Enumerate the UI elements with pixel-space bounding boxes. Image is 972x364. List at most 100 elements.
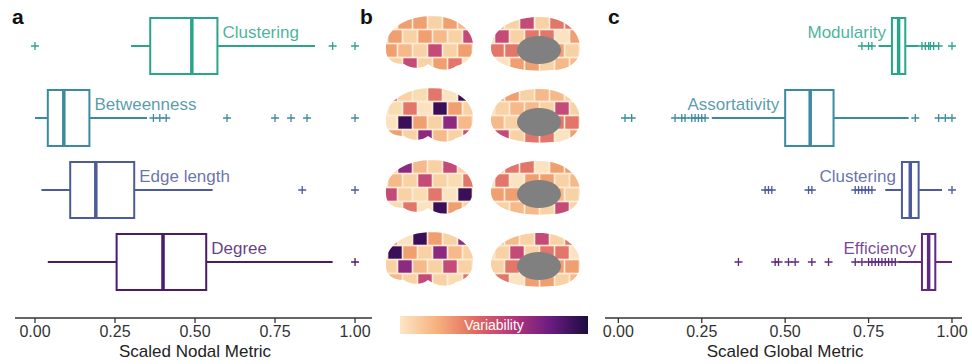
parcel xyxy=(458,116,472,129)
outlier xyxy=(808,186,816,194)
series-label: Clustering xyxy=(819,167,896,186)
parcel xyxy=(463,102,477,115)
box xyxy=(902,162,919,218)
outlier xyxy=(808,258,816,266)
parcel xyxy=(490,88,504,101)
series-label: Assortativity xyxy=(688,95,780,114)
x-tick-label: 0.75 xyxy=(259,323,290,340)
medial-wall xyxy=(517,108,561,136)
box xyxy=(922,234,935,290)
x-axis-label: Scaled Nodal Metric xyxy=(119,342,272,361)
parcel xyxy=(550,160,564,173)
parcel xyxy=(428,44,442,57)
outlier xyxy=(628,114,636,122)
x-tick-label: 1.00 xyxy=(936,323,967,340)
parcel xyxy=(535,232,549,245)
plot-marks xyxy=(621,18,956,290)
parcel xyxy=(570,130,584,143)
parcel xyxy=(463,246,477,259)
parcel xyxy=(565,44,579,57)
parcel xyxy=(413,44,427,57)
parcel xyxy=(403,246,417,259)
parcel xyxy=(505,116,519,129)
parcel xyxy=(403,202,417,215)
parcel xyxy=(383,44,397,57)
outlier xyxy=(948,42,956,50)
outlier xyxy=(768,186,776,194)
outlier xyxy=(162,114,170,122)
parcel xyxy=(505,160,519,173)
brain-surface xyxy=(490,16,584,71)
outlier xyxy=(791,258,799,266)
median xyxy=(808,90,812,146)
outlier xyxy=(351,186,359,194)
parcel xyxy=(428,160,442,173)
outlier xyxy=(329,42,337,50)
parcel xyxy=(565,88,579,101)
parcel xyxy=(555,58,569,71)
box xyxy=(892,18,905,74)
series-label: Betweenness xyxy=(94,95,196,114)
median xyxy=(909,162,913,218)
parcel xyxy=(555,246,569,259)
parcel xyxy=(550,16,564,29)
median xyxy=(94,162,98,218)
x-tick-label: 0.25 xyxy=(686,323,717,340)
outlier xyxy=(891,258,899,266)
parcel xyxy=(418,202,432,215)
parcel xyxy=(443,16,457,29)
box xyxy=(785,90,833,146)
parcel xyxy=(463,58,477,71)
parcel xyxy=(458,232,472,245)
parcel xyxy=(565,16,579,29)
parcel xyxy=(490,260,504,273)
parcel xyxy=(555,174,569,187)
parcel xyxy=(510,246,524,259)
parcel xyxy=(403,30,417,43)
parcel xyxy=(433,130,447,143)
panel-letter: c xyxy=(608,5,620,28)
brain-surface xyxy=(490,232,584,287)
parcel xyxy=(570,246,584,259)
median xyxy=(161,234,165,290)
parcel xyxy=(495,58,509,71)
parcel xyxy=(570,102,584,115)
parcel xyxy=(418,58,432,71)
parcel xyxy=(388,102,402,115)
x-axis xyxy=(15,317,372,318)
parcel xyxy=(520,88,534,101)
parcel xyxy=(418,174,432,187)
parcel xyxy=(495,174,509,187)
parcel xyxy=(398,44,412,57)
parcel xyxy=(448,174,462,187)
outlier xyxy=(31,42,39,50)
parcel xyxy=(388,174,402,187)
outlier xyxy=(734,258,742,266)
parcel xyxy=(433,174,447,187)
parcel xyxy=(383,232,397,245)
parcel xyxy=(510,274,524,287)
parcel xyxy=(490,232,504,245)
plot-marks xyxy=(31,18,359,290)
x-tick-label: 0.00 xyxy=(603,323,634,340)
parcel xyxy=(463,274,477,287)
canvas: abc0.000.250.500.751.00Scaled Nodal Metr… xyxy=(0,0,972,364)
parcel xyxy=(448,30,462,43)
parcel xyxy=(433,202,447,215)
parcel xyxy=(428,260,442,273)
parcel xyxy=(428,188,442,201)
x-tick-label: 1.00 xyxy=(339,323,370,340)
parcel xyxy=(510,130,524,143)
outlier xyxy=(948,114,956,122)
panel-letter: a xyxy=(12,5,24,28)
outlier xyxy=(701,114,709,122)
parcel xyxy=(505,232,519,245)
parcel xyxy=(443,260,457,273)
box xyxy=(70,162,134,218)
parcel xyxy=(383,88,397,101)
parcel xyxy=(403,102,417,115)
parcel xyxy=(443,232,457,245)
parcel xyxy=(505,260,519,273)
parcel xyxy=(413,88,427,101)
panel-letter: b xyxy=(360,5,373,28)
